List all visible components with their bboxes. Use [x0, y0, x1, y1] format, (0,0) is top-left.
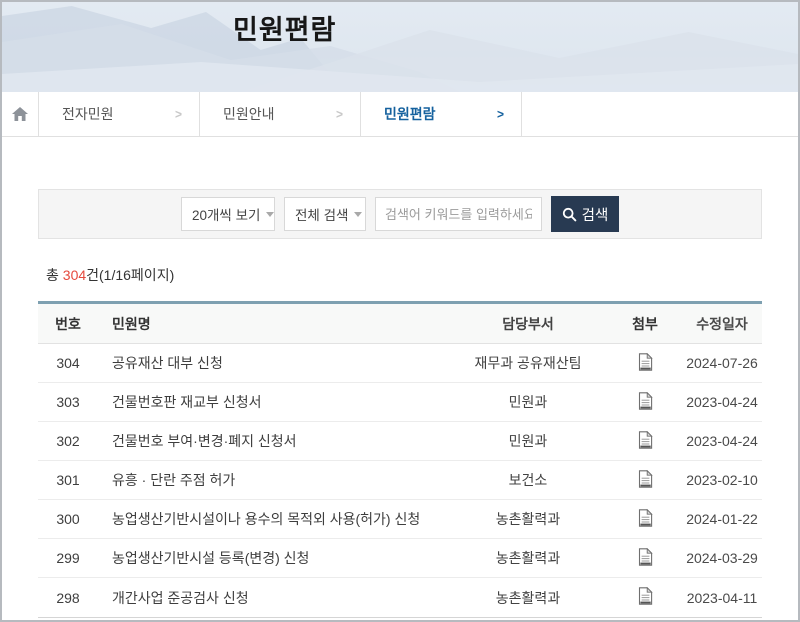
breadcrumb-item-civil-guide[interactable]: 민원안내 > — [200, 92, 361, 136]
attachment-cell — [612, 508, 678, 530]
attachment-cell — [612, 469, 678, 491]
search-scope-select[interactable]: 전체 검색 — [284, 197, 366, 231]
breadcrumb-label: 민원안내 — [223, 106, 275, 122]
complaint-name-link[interactable]: 유흥 · 단란 주점 허가 — [112, 472, 236, 488]
row-number: 300 — [56, 511, 80, 527]
table-row[interactable]: 302 건물번호 부여·변경·폐지 신청서 민원과 2023-04-24 — [38, 422, 762, 461]
department: 농촌활력과 — [495, 511, 561, 527]
complaint-name-link[interactable]: 건물번호판 재교부 신청서 — [112, 394, 262, 410]
department: 민원과 — [508, 433, 548, 449]
attachment-file-icon[interactable] — [638, 430, 653, 452]
modified-date: 2023-04-24 — [686, 394, 758, 410]
attachment-file-icon[interactable] — [638, 391, 653, 413]
header-modified-date: 수정일자 — [696, 315, 748, 332]
row-number: 301 — [56, 472, 80, 488]
modified-date: 2024-07-26 — [686, 355, 758, 371]
mountain-background-decoration — [2, 6, 798, 92]
department: 농촌활력과 — [495, 550, 561, 566]
table-row[interactable]: 299 농업생산기반시설 등록(변경) 신청 농촌활력과 2024-03-29 — [38, 539, 762, 578]
attachment-cell — [612, 586, 678, 608]
modified-date: 2023-04-24 — [686, 433, 758, 449]
department: 재무과 공유재산팀 — [474, 355, 582, 371]
attachment-file-icon[interactable] — [638, 586, 653, 608]
result-summary: 총 304건(1/16페이지) — [46, 265, 798, 285]
complaint-name-link[interactable]: 농업생산기반시설 등록(변경) 신청 — [112, 550, 310, 566]
search-button[interactable]: 검색 — [551, 196, 619, 232]
row-number: 298 — [56, 589, 80, 606]
modified-date: 2023-02-10 — [686, 472, 758, 488]
chevron-right-icon: > — [174, 106, 182, 122]
attachment-cell — [612, 430, 678, 452]
row-number: 302 — [56, 433, 80, 449]
search-scope-value: 전체 검색 — [295, 208, 349, 223]
breadcrumb-item-civil-handbook[interactable]: 민원편람 > — [361, 92, 522, 136]
header-department: 담당부서 — [502, 315, 554, 332]
page-banner: 민원편람 — [2, 2, 798, 92]
chevron-right-icon: > — [496, 106, 504, 122]
table-body: 304 공유재산 대부 신청 재무과 공유재산팀 2024-07-26 303 … — [38, 344, 762, 617]
breadcrumb-label: 민원편람 — [384, 106, 436, 122]
department: 민원과 — [508, 394, 548, 410]
table-header-row: 번호 민원명 담당부서 첨부 수정일자 — [38, 304, 762, 344]
header-number: 번호 — [55, 315, 81, 332]
per-page-value: 20개씩 보기 — [192, 208, 261, 223]
department: 보건소 — [508, 472, 548, 488]
total-count: 304 — [62, 267, 87, 283]
complaint-name-link[interactable]: 공유재산 대부 신청 — [112, 355, 223, 371]
table-row[interactable]: 304 공유재산 대부 신청 재무과 공유재산팀 2024-07-26 — [38, 344, 762, 383]
attachment-file-icon[interactable] — [638, 352, 653, 374]
breadcrumb-item-electronic-civil[interactable]: 전자민원 > — [39, 92, 200, 136]
attachment-file-icon[interactable] — [638, 469, 653, 491]
search-icon — [562, 207, 577, 221]
table-row[interactable]: 298 개간사업 준공검사 신청 농촌활력과 2023-04-11 — [38, 578, 762, 617]
chevron-right-icon: > — [335, 106, 343, 122]
row-number: 304 — [56, 355, 80, 371]
chevron-down-icon — [266, 211, 275, 217]
table-row[interactable]: 300 농업생산기반시설이나 용수의 목적외 사용(허가) 신청 농촌활력과 2… — [38, 500, 762, 539]
summary-prefix: 총 — [46, 267, 63, 283]
modified-date: 2024-03-29 — [686, 550, 758, 566]
department: 농촌활력과 — [495, 589, 561, 606]
header-attachment: 첨부 — [632, 315, 658, 332]
page-title: 민원편람 — [233, 15, 337, 45]
modified-date: 2024-01-22 — [686, 511, 758, 527]
row-number: 299 — [56, 550, 80, 566]
attachment-file-icon[interactable] — [638, 508, 653, 530]
search-section: 20개씩 보기 전체 검색 검색 — [38, 189, 762, 239]
attachment-cell — [612, 391, 678, 413]
breadcrumb: 전자민원 > 민원안내 > 민원편람 > — [2, 92, 798, 137]
breadcrumb-home[interactable] — [2, 92, 39, 136]
modified-date: 2023-04-11 — [686, 589, 758, 606]
search-input[interactable] — [375, 197, 542, 231]
complaint-name-link[interactable]: 건물번호 부여·변경·폐지 신청서 — [112, 433, 297, 449]
table-row[interactable]: 301 유흥 · 단란 주점 허가 보건소 2023-02-10 — [38, 461, 762, 500]
row-number: 303 — [56, 394, 80, 410]
search-button-label: 검색 — [581, 207, 609, 224]
breadcrumb-label: 전자민원 — [62, 106, 114, 122]
complaint-name-link[interactable]: 개간사업 준공검사 신청 — [112, 589, 249, 606]
table-row[interactable]: 303 건물번호판 재교부 신청서 민원과 2023-04-24 — [38, 383, 762, 422]
header-complaint-name: 민원명 — [112, 315, 151, 332]
attachment-cell — [612, 352, 678, 374]
complaint-name-link[interactable]: 농업생산기반시설이나 용수의 목적외 사용(허가) 신청 — [112, 511, 421, 527]
per-page-select[interactable]: 20개씩 보기 — [181, 197, 275, 231]
civil-complaint-table: 번호 민원명 담당부서 첨부 수정일자 304 공유재산 대부 신청 재무과 공… — [38, 301, 762, 618]
chevron-down-icon — [354, 211, 363, 217]
home-icon — [12, 106, 28, 121]
summary-suffix: 건(1/16페이지) — [86, 267, 175, 283]
attachment-cell — [612, 547, 678, 569]
attachment-file-icon[interactable] — [638, 547, 653, 569]
